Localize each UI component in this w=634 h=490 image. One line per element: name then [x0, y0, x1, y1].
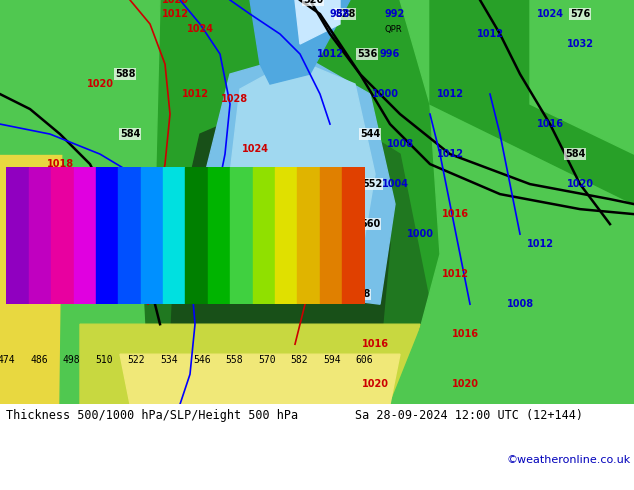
Text: 558: 558	[226, 355, 243, 365]
Text: 1020: 1020	[257, 194, 283, 204]
Bar	[275, 167, 297, 304]
Bar	[51, 167, 74, 304]
Text: 1024: 1024	[536, 9, 564, 19]
Text: 1012: 1012	[436, 149, 463, 159]
Bar	[208, 167, 230, 304]
Text: 1024: 1024	[242, 144, 269, 154]
Text: 570: 570	[258, 355, 276, 365]
Polygon shape	[430, 0, 634, 204]
Text: 996: 996	[380, 49, 400, 59]
Text: 534: 534	[160, 355, 178, 365]
Text: 1016: 1016	[242, 244, 269, 254]
Bar	[163, 167, 185, 304]
Text: 1000: 1000	[406, 229, 434, 239]
Text: 588: 588	[165, 169, 185, 179]
Text: 1020: 1020	[567, 179, 593, 189]
Text: 1008: 1008	[387, 139, 413, 149]
Text: 1016: 1016	[451, 329, 479, 339]
Text: 992: 992	[385, 9, 405, 19]
Text: 536: 536	[357, 49, 377, 59]
Text: ©weatheronline.co.uk: ©weatheronline.co.uk	[507, 455, 631, 465]
Text: 1016: 1016	[536, 119, 564, 129]
Polygon shape	[530, 0, 634, 154]
Polygon shape	[145, 104, 430, 404]
Polygon shape	[295, 0, 340, 44]
Polygon shape	[0, 0, 75, 404]
Polygon shape	[120, 354, 400, 404]
Bar	[96, 167, 119, 304]
Text: 1012: 1012	[162, 9, 188, 19]
Text: 1020: 1020	[451, 379, 479, 389]
Text: 1012: 1012	[441, 269, 469, 279]
Text: 1024: 1024	[186, 24, 214, 34]
Bar	[6, 167, 365, 304]
Text: 584: 584	[120, 129, 140, 139]
Text: QPR: QPR	[384, 24, 402, 33]
Text: 988: 988	[330, 9, 350, 19]
Text: 528: 528	[335, 9, 355, 19]
Polygon shape	[230, 59, 375, 264]
Polygon shape	[170, 104, 390, 354]
Bar	[141, 167, 163, 304]
Text: 576: 576	[570, 9, 590, 19]
Text: 1016: 1016	[162, 219, 188, 229]
Polygon shape	[205, 54, 395, 304]
Polygon shape	[80, 324, 420, 404]
Bar	[320, 167, 342, 304]
Text: 474: 474	[0, 355, 15, 365]
Text: 1032: 1032	[567, 39, 593, 49]
Text: 576: 576	[110, 199, 130, 209]
Text: 544: 544	[360, 129, 380, 139]
Text: 1016: 1016	[361, 339, 389, 349]
Bar	[230, 167, 252, 304]
Text: 582: 582	[290, 355, 308, 365]
Text: 510: 510	[95, 355, 113, 365]
Text: 486: 486	[30, 355, 48, 365]
Text: 1020: 1020	[361, 379, 389, 389]
Bar	[252, 167, 275, 304]
Polygon shape	[0, 0, 150, 154]
Text: 1000: 1000	[372, 89, 399, 99]
Text: 568: 568	[350, 289, 370, 299]
Text: 1012: 1012	[526, 239, 553, 249]
Text: 588: 588	[115, 69, 135, 79]
Bar	[29, 167, 51, 304]
Text: 552: 552	[362, 179, 382, 189]
Text: 1012: 1012	[436, 89, 463, 99]
Text: 606: 606	[356, 355, 373, 365]
Text: 498: 498	[63, 355, 81, 365]
Text: 1012: 1012	[181, 89, 209, 99]
Polygon shape	[390, 254, 634, 404]
Bar	[297, 167, 320, 304]
Text: 1020: 1020	[86, 79, 113, 89]
Polygon shape	[400, 0, 634, 404]
Text: 560: 560	[360, 219, 380, 229]
Polygon shape	[60, 0, 160, 404]
Text: 1028: 1028	[221, 94, 249, 104]
Bar	[6, 167, 29, 304]
Bar	[365, 167, 634, 304]
Text: 520: 520	[303, 0, 323, 5]
Text: Thickness 500/1000 hPa/SLP/Height 500 hPa: Thickness 500/1000 hPa/SLP/Height 500 hP…	[6, 409, 299, 421]
Text: 1016: 1016	[441, 209, 469, 219]
Bar	[74, 167, 96, 304]
Text: 522: 522	[128, 355, 145, 365]
Text: 1012: 1012	[316, 49, 344, 59]
Bar	[342, 167, 365, 304]
Text: 546: 546	[193, 355, 210, 365]
Text: 584: 584	[565, 149, 585, 159]
Text: 1020: 1020	[162, 0, 188, 5]
Bar	[119, 167, 141, 304]
Text: 1012: 1012	[477, 29, 503, 39]
Text: 1004: 1004	[382, 179, 408, 189]
Text: 1018: 1018	[46, 159, 74, 169]
Text: 1008: 1008	[507, 299, 534, 309]
Polygon shape	[250, 0, 350, 84]
Text: 594: 594	[323, 355, 341, 365]
Bar	[185, 167, 208, 304]
Text: Sa 28-09-2024 12:00 UTC (12+144): Sa 28-09-2024 12:00 UTC (12+144)	[355, 409, 583, 421]
